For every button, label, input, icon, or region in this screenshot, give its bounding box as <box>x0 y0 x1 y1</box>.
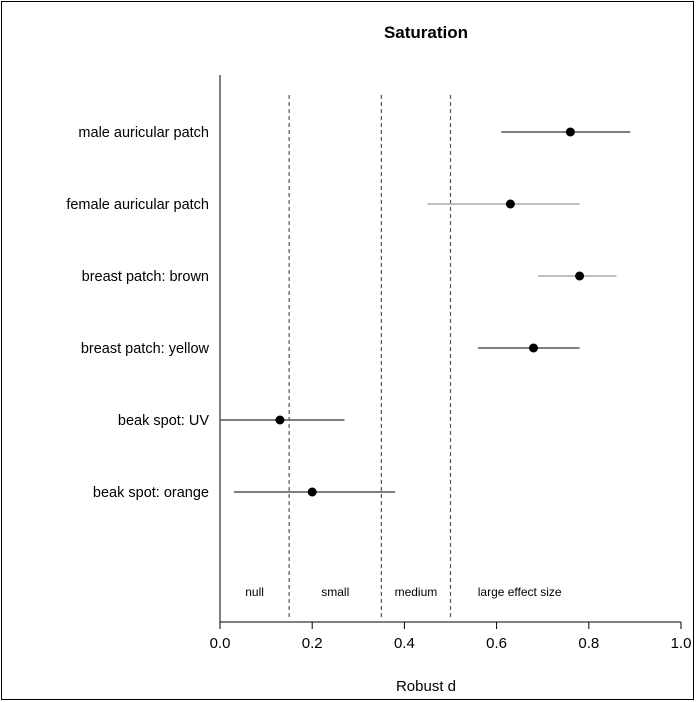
x-tick-label: 1.0 <box>671 635 692 652</box>
x-tick-label: 0.8 <box>578 635 599 652</box>
chart-title: Saturation <box>384 23 468 42</box>
category-label: beak spot: orange <box>93 485 209 501</box>
x-tick-label: 0.6 <box>486 635 507 652</box>
category-label: breast patch: yellow <box>81 341 210 357</box>
estimate-point <box>529 344 538 353</box>
x-tick-label: 0.4 <box>394 635 415 652</box>
category-label: breast patch: brown <box>82 269 209 285</box>
estimate-point <box>308 488 317 497</box>
estimate-point <box>566 128 575 137</box>
region-label: medium <box>395 585 438 599</box>
region-label: null <box>245 585 264 599</box>
estimate-point <box>575 272 584 281</box>
estimate-point <box>506 200 515 209</box>
x-axis-label: Robust d <box>396 678 456 695</box>
category-label: female auricular patch <box>66 197 209 213</box>
estimate-point <box>275 416 284 425</box>
plot-area: 0.0 0.2 0.4 0.6 0.8 1.0 null small medium large e… <box>66 75 691 652</box>
region-label: small <box>321 585 349 599</box>
x-tick-label: 0.0 <box>210 635 231 652</box>
category-label: male auricular patch <box>78 125 209 141</box>
category-label: beak spot: UV <box>118 413 209 429</box>
region-label: large effect size <box>478 585 562 599</box>
x-tick-label: 0.2 <box>302 635 323 652</box>
